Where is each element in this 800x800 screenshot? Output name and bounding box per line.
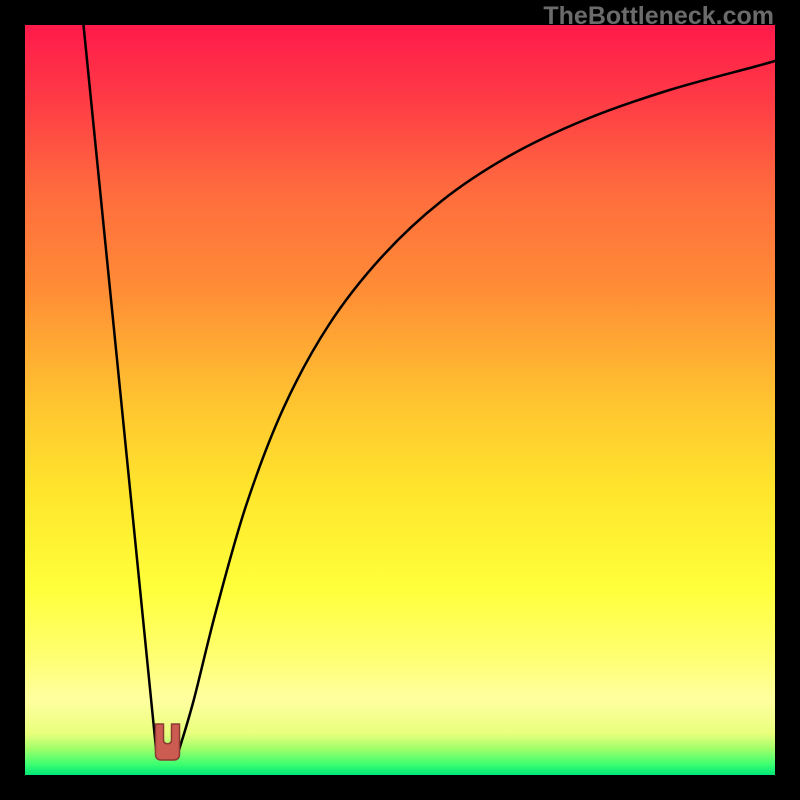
chart-frame: TheBottleneck.com: [0, 0, 800, 800]
plot-background: [25, 25, 775, 775]
chart-svg: [0, 0, 800, 800]
watermark-text: TheBottleneck.com: [543, 2, 774, 31]
